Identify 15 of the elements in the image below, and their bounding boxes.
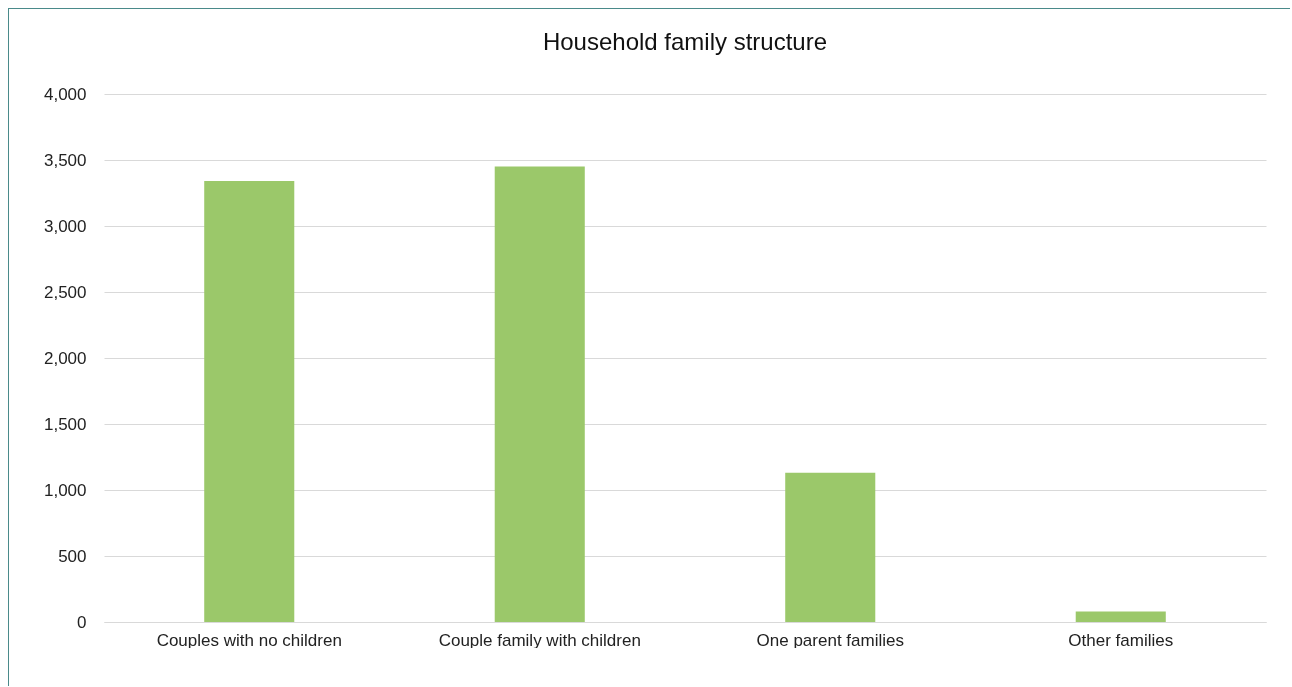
bar — [1075, 611, 1166, 622]
y-tick-label: 0 — [77, 612, 87, 632]
bar — [204, 181, 295, 622]
chart-title: Household family structure — [542, 28, 828, 55]
y-tick-label: 2,500 — [43, 282, 87, 302]
y-tick-label: 1,500 — [43, 414, 87, 434]
bar — [785, 472, 876, 622]
y-tick-label: 2,000 — [43, 348, 87, 368]
y-tick-label: 1,000 — [43, 480, 87, 500]
y-tick-label: 4,000 — [43, 84, 87, 104]
bar — [494, 166, 585, 622]
x-tick-label: Other families — [1068, 630, 1174, 650]
y-tick-label: 3,000 — [43, 216, 87, 236]
y-tick-label: 3,500 — [43, 150, 87, 170]
y-tick-label: 500 — [58, 546, 87, 566]
